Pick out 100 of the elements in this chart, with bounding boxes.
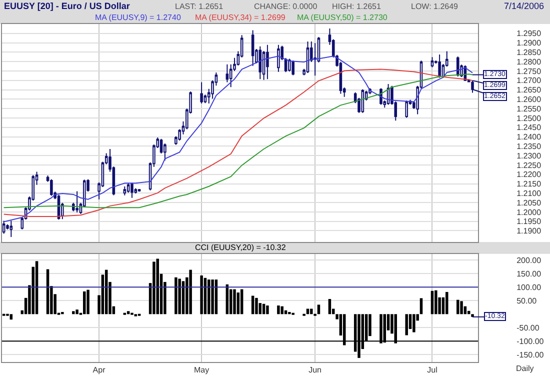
bar xyxy=(434,290,438,314)
y-tick-label: 1.2950 xyxy=(516,29,542,38)
text: CHANGE: 0.0000 xyxy=(254,2,318,11)
bar xyxy=(328,299,332,314)
text: LAST: 1.2651 xyxy=(175,2,224,11)
y-tick-label: 1.2650 xyxy=(516,86,542,95)
text: LOW: 1.2649 xyxy=(411,2,459,11)
bar xyxy=(317,304,320,314)
y-tick-label: 1.2800 xyxy=(516,57,542,66)
bar xyxy=(280,306,284,314)
bar xyxy=(368,314,372,336)
y-tick-label: 50.00 xyxy=(516,296,538,306)
text: Daily xyxy=(516,364,534,373)
y-tick-label: 1.2100 xyxy=(516,188,542,198)
bar xyxy=(412,314,416,332)
candlestick xyxy=(292,60,294,76)
candlestick xyxy=(226,64,229,83)
y-tick-label: 1.2200 xyxy=(516,170,542,180)
bar xyxy=(174,277,178,314)
bar xyxy=(460,301,463,314)
bar xyxy=(233,289,236,314)
candlestick xyxy=(306,40,310,74)
bar xyxy=(72,311,75,314)
bar xyxy=(152,262,156,314)
bar xyxy=(86,290,90,314)
candlestick xyxy=(134,188,138,194)
bar xyxy=(266,305,269,314)
bar xyxy=(200,275,203,314)
y-tick-label: -100.00 xyxy=(516,336,544,346)
y-tick-label: 1.2600 xyxy=(516,94,542,104)
chart-title: EUUSY [20] - Euro / US Dollar xyxy=(4,1,130,11)
bar xyxy=(420,298,423,314)
bar xyxy=(288,312,291,314)
bar xyxy=(471,314,474,317)
candlestick xyxy=(430,56,434,68)
y-tick-label: 1.2500 xyxy=(516,114,542,123)
y-tick-label: -150.00 xyxy=(516,350,544,360)
candlestick xyxy=(288,58,291,72)
candlestick xyxy=(130,182,134,198)
candlestick xyxy=(251,30,254,66)
y-tick-label: 1.2900 xyxy=(516,38,542,48)
bar xyxy=(126,311,130,314)
candlestick xyxy=(164,143,166,161)
y-tick-label: 1.2250 xyxy=(516,160,542,170)
candlestick xyxy=(123,186,126,196)
bar xyxy=(61,312,64,314)
y-tick-label: 1.2850 xyxy=(516,48,542,57)
bar xyxy=(189,270,192,314)
bar xyxy=(236,292,240,314)
candlestick xyxy=(76,190,78,213)
bar xyxy=(405,314,408,336)
candlestick xyxy=(277,44,280,72)
bar xyxy=(430,290,434,314)
x-tick-label: Jul xyxy=(427,366,438,375)
x-tick-label: Apr xyxy=(92,366,106,375)
y-tick-label: 200.00 xyxy=(516,256,542,265)
bar xyxy=(306,308,310,314)
text: MA (EUUSY,34) = 1.2699 xyxy=(195,13,286,22)
y-tick-label: 1.1900 xyxy=(516,226,542,236)
bar xyxy=(178,278,181,314)
bar xyxy=(251,296,254,314)
text: MA (EUUSY,9) = 1.2740 xyxy=(95,13,182,22)
y-tick-label: 1.2300 xyxy=(516,151,542,160)
bar xyxy=(76,310,78,314)
text: 7/14/2006 xyxy=(504,1,544,11)
y-tick-label: 1.2000 xyxy=(516,208,542,217)
bar xyxy=(83,291,86,314)
y-tick-label: 1.2150 xyxy=(516,180,542,189)
bar xyxy=(10,314,13,320)
y-tick-label: 1.2700 xyxy=(516,76,542,86)
y-tick-label: 1.1950 xyxy=(516,217,542,226)
y-tick-label: 100.00 xyxy=(516,282,542,292)
chart-title: CCI (EUUSY,20) = -10.32 xyxy=(195,243,286,252)
x-tick-label: May xyxy=(194,366,210,375)
bar xyxy=(240,289,244,314)
candlestick xyxy=(10,220,13,238)
y-tick-label: 1.2450 xyxy=(516,123,542,132)
bar xyxy=(446,292,448,314)
bar xyxy=(211,280,214,314)
candlestick xyxy=(456,56,460,77)
bar xyxy=(310,308,313,314)
bar xyxy=(156,258,159,314)
y-tick-label: 150.00 xyxy=(516,269,542,278)
bar xyxy=(255,298,258,314)
text: MA (EUUSY,50) = 1.2730 xyxy=(297,13,388,22)
candlestick xyxy=(50,178,53,196)
candlestick xyxy=(266,44,269,80)
candlestick xyxy=(258,46,262,80)
y-tick-label: -50.00 xyxy=(516,323,540,332)
bar xyxy=(277,305,280,314)
candlestick xyxy=(405,100,408,118)
y-tick-label: 1.2550 xyxy=(516,104,542,114)
x-tick-label: Jun xyxy=(308,366,322,375)
y-tick-label: 1.2050 xyxy=(516,198,542,208)
y-tick-label: 1.2400 xyxy=(516,132,542,142)
bar xyxy=(208,280,210,314)
y-tick-label: 1.2350 xyxy=(516,142,542,151)
text: HIGH: 1.2651 xyxy=(332,2,382,11)
y-tick-label: 1.2750 xyxy=(516,66,542,76)
candlestick xyxy=(200,82,203,104)
